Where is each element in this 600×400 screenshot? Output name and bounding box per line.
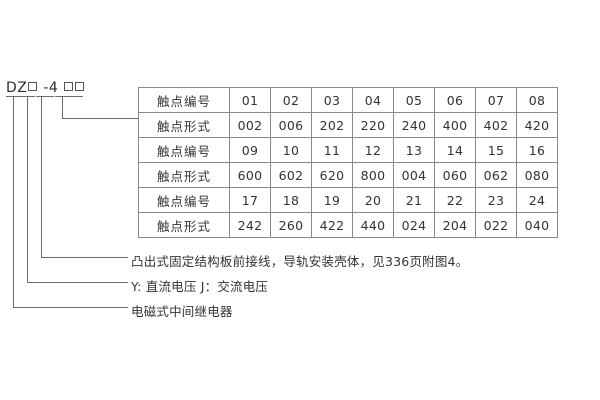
- placeholder-box-icon-2: [64, 82, 74, 91]
- table-cell: 11: [311, 137, 353, 163]
- table-cell: 260: [270, 212, 312, 238]
- row-label: 触点编号: [138, 187, 230, 213]
- model-code-prefix: DZ: [6, 80, 28, 96]
- table-cell: 602: [270, 162, 312, 188]
- leader-stem-1: [13, 96, 14, 308]
- table-cell: 040: [516, 212, 558, 238]
- table-cell: 14: [434, 137, 476, 163]
- model-code: DZ -4: [6, 80, 85, 96]
- table-row: 触点形式 002 006 202 220 240 400 402 420: [138, 112, 558, 138]
- code-underline-3: [36, 96, 54, 97]
- table-cell: 440: [352, 212, 394, 238]
- table-cell: 20: [352, 187, 394, 213]
- table-cell: 002: [229, 112, 271, 138]
- leader-arm-1: [13, 307, 128, 308]
- table-row: 触点编号 01 02 03 04 05 06 07 08: [138, 87, 558, 113]
- table-cell: 13: [393, 137, 435, 163]
- table-cell: 06: [434, 87, 476, 113]
- placeholder-box-icon-1: [28, 82, 38, 91]
- model-code-series: -4: [38, 80, 64, 96]
- table-body: 触点编号 01 02 03 04 05 06 07 08 触点形式 002 00…: [138, 87, 558, 238]
- table-cell: 080: [516, 162, 558, 188]
- leader-arm-4: [62, 118, 139, 119]
- placeholder-box-icon-3: [75, 82, 85, 91]
- table-row: 触点编号 17 18 19 20 21 22 23 24: [138, 187, 558, 213]
- table-cell: 21: [393, 187, 435, 213]
- table-cell: 04: [352, 87, 394, 113]
- table-cell: 062: [475, 162, 517, 188]
- table-cell: 01: [229, 87, 271, 113]
- table-cell: 240: [393, 112, 435, 138]
- table-cell: 220: [352, 112, 394, 138]
- note-relay-type: 电磁式中间继电器: [131, 304, 233, 319]
- table-cell: 12: [352, 137, 394, 163]
- note-voltage-type: Y: 直流电压 J：交流电压: [131, 279, 269, 294]
- contact-spec-table: 触点编号 01 02 03 04 05 06 07 08 触点形式 002 00…: [138, 87, 558, 238]
- leader-stem-2: [27, 96, 28, 283]
- table-cell: 402: [475, 112, 517, 138]
- table-cell: 03: [311, 87, 353, 113]
- table-cell: 22: [434, 187, 476, 213]
- table-cell: 10: [270, 137, 312, 163]
- table-cell: 420: [516, 112, 558, 138]
- table-row: 触点形式 600 602 620 800 004 060 062 080: [138, 162, 558, 188]
- table-row: 触点编号 09 10 11 12 13 14 15 16: [138, 137, 558, 163]
- table-cell: 07: [475, 87, 517, 113]
- table-cell: 19: [311, 187, 353, 213]
- row-label: 触点编号: [138, 137, 230, 163]
- table-cell: 02: [270, 87, 312, 113]
- table-cell: 600: [229, 162, 271, 188]
- table-cell: 08: [516, 87, 558, 113]
- code-underline-1: [6, 96, 22, 97]
- row-label: 触点形式: [138, 162, 230, 188]
- leader-arm-2: [27, 282, 128, 283]
- code-underline-4: [55, 96, 83, 97]
- leader-arm-3: [41, 257, 128, 258]
- row-label: 触点形式: [138, 112, 230, 138]
- table-cell: 060: [434, 162, 476, 188]
- table-cell: 16: [516, 137, 558, 163]
- table-cell: 800: [352, 162, 394, 188]
- table-cell: 09: [229, 137, 271, 163]
- table-row: 触点形式 242 260 422 440 024 204 022 040: [138, 212, 558, 238]
- table-cell: 400: [434, 112, 476, 138]
- table-cell: 022: [475, 212, 517, 238]
- table-cell: 15: [475, 137, 517, 163]
- table-cell: 422: [311, 212, 353, 238]
- note-structure-mounting: 凸出式固定结构板前接线，导轨安装壳体，见336页附图4。: [131, 254, 469, 269]
- leader-stem-3: [41, 96, 42, 258]
- table-cell: 242: [229, 212, 271, 238]
- table-cell: 17: [229, 187, 271, 213]
- table-cell: 024: [393, 212, 435, 238]
- table-cell: 202: [311, 112, 353, 138]
- row-label: 触点形式: [138, 212, 230, 238]
- table-cell: 004: [393, 162, 435, 188]
- table-cell: 18: [270, 187, 312, 213]
- code-underline-2: [22, 96, 35, 97]
- leader-stem-4: [62, 96, 63, 119]
- table-cell: 05: [393, 87, 435, 113]
- table-cell: 204: [434, 212, 476, 238]
- row-label: 触点编号: [138, 87, 230, 113]
- table-cell: 24: [516, 187, 558, 213]
- table-cell: 620: [311, 162, 353, 188]
- table-cell: 006: [270, 112, 312, 138]
- table-cell: 23: [475, 187, 517, 213]
